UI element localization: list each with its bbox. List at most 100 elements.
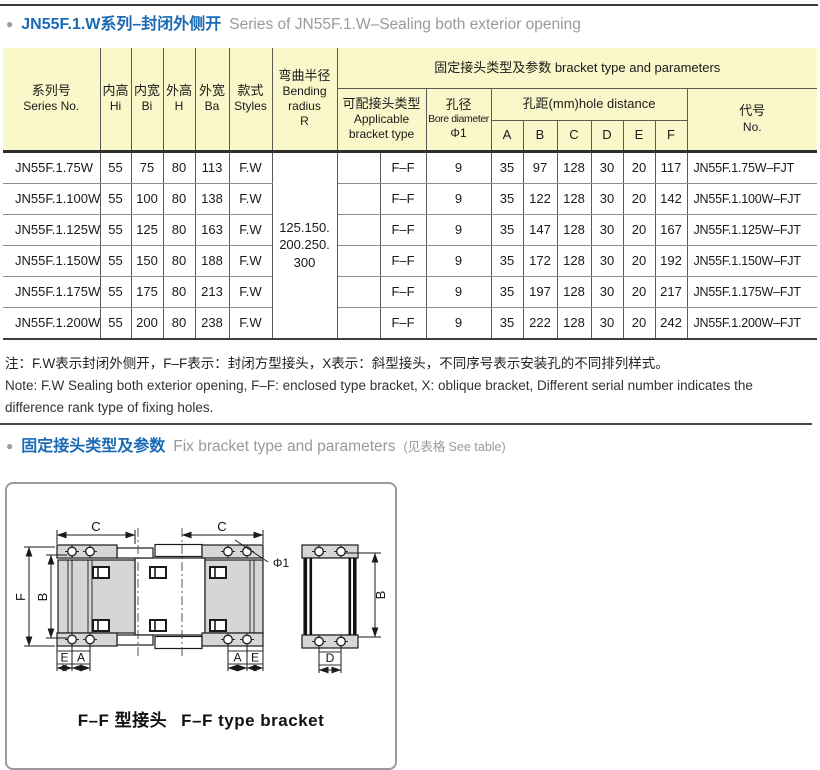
cell-series-no: JN55F.1.175W	[3, 275, 101, 308]
cell-inner-height: 55	[99, 182, 132, 215]
cell-outer-height: 80	[162, 244, 196, 277]
cell-style: F.W	[228, 213, 273, 246]
cell-hole-distance: 128	[556, 182, 592, 215]
cell-inner-height: 55	[99, 213, 132, 246]
cell-inner-height: 55	[99, 306, 132, 340]
cell-outer-height: 80	[162, 213, 196, 246]
cell-hole-distance: 117	[654, 149, 688, 184]
section1-title-zh: JN55F.1.W系列–封闭外侧开	[21, 16, 222, 33]
cell-outer-width: 188	[194, 244, 230, 277]
group-header-bracket: 固定接头类型及参数 bracket type and parameters	[336, 48, 818, 89]
cell-bore-diameter: 9	[425, 182, 492, 215]
cell-code: JN55F.1.150W–FJT	[686, 244, 818, 277]
col-header-inner-height: 内高 Hi	[99, 48, 132, 152]
cell-bracket-type: F–F	[379, 275, 427, 308]
spec-table-wrap: 系列号 Series No. 内高 Hi 内宽 Bi 外高 H 外宽 Ba 款式 Style…	[3, 48, 818, 340]
cell-outer-width: 113	[194, 149, 230, 184]
section2-aside: (见表格 See table)	[403, 440, 506, 454]
top-rule	[0, 4, 818, 6]
cell-code: JN55F.1.200W–FJT	[686, 306, 818, 340]
cell-hole-distance: 122	[522, 182, 558, 215]
cell-outer-width: 213	[194, 275, 230, 308]
cell-hole-distance: 30	[590, 182, 624, 215]
cell-empty	[336, 275, 381, 308]
cell-hole-distance: 30	[590, 306, 624, 340]
cell-hole-distance: 222	[522, 306, 558, 340]
cell-outer-height: 80	[162, 275, 196, 308]
table-head: 系列号 Series No. 内高 Hi 内宽 Bi 外高 H 外宽 Ba 款式 Style…	[3, 48, 818, 152]
cell-hole-distance: 30	[590, 213, 624, 246]
cell-code: JN55F.1.75W–FJT	[686, 149, 818, 184]
cell-outer-width: 138	[194, 182, 230, 215]
col-header-series: 系列号 Series No.	[3, 48, 101, 152]
cell-series-no: JN55F.1.100W	[3, 182, 101, 215]
cell-empty	[336, 213, 381, 246]
note-en: Note: F.W Sealing both exterior opening,…	[5, 377, 753, 415]
section2-title-en: Fix bracket type and parameters	[173, 438, 396, 455]
cell-hole-distance: 197	[522, 275, 558, 308]
col-header-bore-diameter: 孔径 Bore diameter Φ1	[425, 87, 492, 152]
cell-inner-height: 55	[99, 244, 132, 277]
cell-hole-distance: 20	[622, 275, 656, 308]
cell-bore-diameter: 9	[425, 275, 492, 308]
cell-hole-distance: 142	[654, 182, 688, 215]
cell-hole-distance: 128	[556, 213, 592, 246]
cell-hole-distance: 192	[654, 244, 688, 277]
cell-inner-height: 55	[99, 275, 132, 308]
notes: 注：F.W表示封闭外侧开，F–F表示：封闭方型接头，X表示：斜型接头，不同序号表…	[5, 353, 815, 419]
cell-hole-distance: 35	[490, 306, 524, 340]
col-header-applicable-bracket: 可配接头类型 Applicable bracket type	[337, 87, 427, 152]
cell-bore-diameter: 9	[425, 213, 492, 246]
cell-bracket-type: F–F	[379, 213, 427, 246]
col-header-b: B	[522, 119, 558, 152]
cell-series-no: JN55F.1.125W	[3, 213, 101, 246]
cell-outer-width: 163	[194, 213, 230, 246]
col-header-e: E	[622, 119, 656, 152]
spec-table: 系列号 Series No. 内高 Hi 内宽 Bi 外高 H 外宽 Ba 款式 Style…	[3, 48, 818, 340]
cell-hole-distance: 20	[622, 306, 656, 340]
cell-code: JN55F.1.125W–FJT	[686, 213, 818, 246]
table-row: JN55F.1.200W 55 200 80 238 F.W F–F 9 35 222 128 30 2…	[3, 306, 818, 340]
cell-empty	[336, 306, 381, 340]
cell-bracket-type: F–F	[379, 244, 427, 277]
cell-outer-width: 238	[194, 306, 230, 340]
cell-style: F.W	[228, 244, 273, 277]
cell-empty	[336, 149, 381, 184]
cell-hole-distance: 20	[622, 149, 656, 184]
section2-title: ● 固定接头类型及参数 Fix bracket type and paramet…	[6, 432, 506, 456]
cell-hole-distance: 242	[654, 306, 688, 340]
cell-style: F.W	[228, 306, 273, 340]
cell-hole-distance: 35	[490, 182, 524, 215]
col-header-a: A	[491, 119, 524, 152]
table-row: JN55F.1.75W 55 75 80 113 F.W 125.150. 200.250. 3…	[3, 149, 818, 340]
cell-series-no: JN55F.1.75W	[3, 149, 101, 184]
cell-hole-distance: 30	[590, 149, 624, 184]
cell-hole-distance: 128	[556, 149, 592, 184]
col-header-outer-width: 外宽 Ba	[194, 48, 230, 152]
cell-hole-distance: 35	[490, 244, 524, 277]
cell-code: JN55F.1.100W–FJT	[686, 182, 818, 215]
cell-inner-width: 100	[130, 182, 164, 215]
cell-bore-diameter: 9	[425, 149, 492, 184]
cell-hole-distance: 167	[654, 213, 688, 246]
cell-hole-distance: 35	[490, 213, 524, 246]
cell-hole-distance: 20	[622, 182, 656, 215]
cell-outer-height: 80	[162, 182, 196, 215]
diagram-caption: F–F 型接头 F–F type bracket	[5, 706, 397, 731]
cell-bore-diameter: 9	[425, 244, 492, 277]
col-header-hole-distance: 孔距(mm)hole distance	[490, 87, 688, 121]
section-divider	[0, 423, 812, 425]
cell-series-no: JN55F.1.150W	[3, 244, 101, 277]
cell-inner-height: 55	[99, 149, 132, 184]
cell-empty	[336, 244, 381, 277]
cell-code: JN55F.1.175W–FJT	[686, 275, 818, 308]
col-header-inner-width: 内宽 Bi	[130, 48, 164, 152]
diagram-caption-en: F–F type bracket	[181, 711, 325, 730]
cell-hole-distance: 30	[590, 244, 624, 277]
cell-bracket-type: F–F	[379, 149, 427, 184]
cell-hole-distance: 128	[556, 306, 592, 340]
section2-title-zh: 固定接头类型及参数	[21, 438, 166, 455]
cell-empty	[336, 182, 381, 215]
cell-hole-distance: 30	[590, 275, 624, 308]
